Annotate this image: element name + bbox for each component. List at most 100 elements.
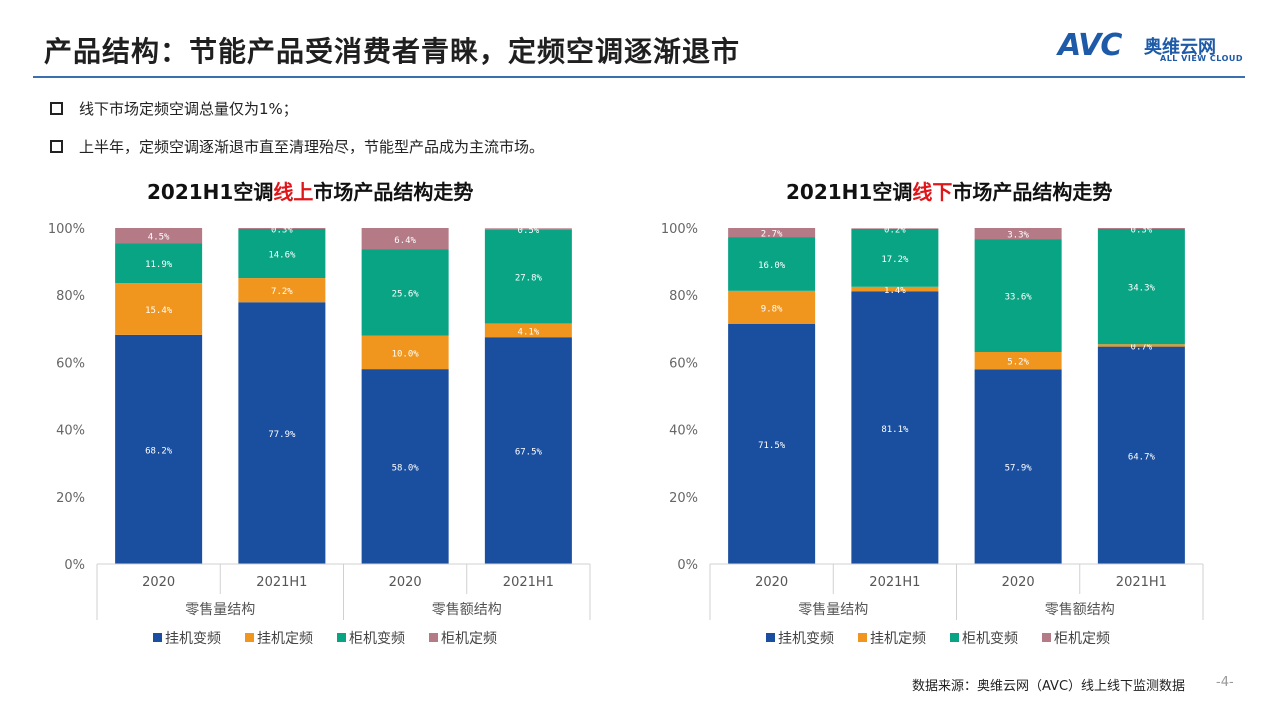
data-label: 71.5% xyxy=(758,441,786,451)
data-label: 6.4% xyxy=(394,236,416,246)
data-label: 67.5% xyxy=(515,448,543,458)
bar-segment xyxy=(851,229,939,287)
bar-segment xyxy=(238,278,326,303)
offline-structure-chart: 0% 20% 40% 60% 80% 100% 71.5% 9.8% 16.0% 2.7% 2020… xyxy=(661,222,1204,647)
legend-swatch xyxy=(337,633,346,642)
data-label: 5.2% xyxy=(1007,358,1029,368)
x-tick-label: 2020 xyxy=(1002,575,1035,590)
data-label: 17.2% xyxy=(881,255,909,265)
x-tick-label: 2021H1 xyxy=(869,575,920,590)
bar-segment xyxy=(238,229,326,279)
data-label: 15.4% xyxy=(145,306,173,316)
y-tick-label: 20% xyxy=(56,491,85,506)
data-label: 64.7% xyxy=(1128,452,1156,462)
brand-logo-en: ALL VIEW CLOUD xyxy=(1160,54,1244,63)
bullet-text: 上半年，定频空调逐渐退市直至清理殆尽，节能型产品成为主流市场。 xyxy=(79,138,545,156)
bar-segment xyxy=(728,237,816,291)
bar-segment xyxy=(115,334,203,564)
chart-title-part: 2021H1空调 xyxy=(786,180,913,204)
group-label: 零售量结构 xyxy=(185,602,255,618)
legend-swatch xyxy=(950,633,959,642)
data-label: 68.2% xyxy=(145,446,173,456)
data-label: 0.7% xyxy=(1131,342,1153,352)
data-label: 11.9% xyxy=(145,260,173,270)
page-number: -4- xyxy=(1216,675,1234,690)
group-label: 零售额结构 xyxy=(432,602,502,618)
bar-segment xyxy=(974,228,1062,240)
bar-segment xyxy=(728,290,816,324)
y-tick-label: 0% xyxy=(64,558,85,573)
y-tick-label: 60% xyxy=(56,356,85,371)
y-tick-label: 0% xyxy=(677,558,698,573)
group-label: 零售量结构 xyxy=(798,602,868,618)
bar-segment xyxy=(1097,229,1185,345)
y-tick-label: 60% xyxy=(669,356,698,371)
chart-title-part: 2021H1空调 xyxy=(147,180,274,204)
data-label: 27.8% xyxy=(515,274,543,284)
bar-segment xyxy=(115,283,203,335)
chart-title-part: 市场产品结构走势 xyxy=(952,180,1113,204)
bar-segment xyxy=(1097,344,1185,347)
bar-segment xyxy=(851,291,939,564)
y-tick-label: 20% xyxy=(669,491,698,506)
data-label: 2.7% xyxy=(761,230,783,240)
x-tick-label: 2020 xyxy=(755,575,788,590)
data-label: 0.3% xyxy=(271,226,293,236)
data-label: 1.4% xyxy=(884,286,906,296)
legend-swatch xyxy=(766,633,775,642)
data-label: 0.5% xyxy=(518,226,540,236)
page-title: 产品结构：节能产品受消费者青睐，定频空调逐渐退市 xyxy=(44,35,741,68)
bar-segment xyxy=(1097,228,1185,230)
legend-label: 柜机变频 xyxy=(349,631,405,647)
y-tick-label: 80% xyxy=(669,289,698,304)
data-label: 57.9% xyxy=(1005,464,1033,474)
y-tick-label: 100% xyxy=(48,222,85,237)
y-tick-label: 80% xyxy=(56,289,85,304)
x-tick-label: 2020 xyxy=(142,575,175,590)
data-source: 数据来源：奥维云网（AVC）线上线下监测数据 xyxy=(912,679,1186,694)
y-tick-label: 100% xyxy=(661,222,698,237)
y-tick-label: 40% xyxy=(56,424,85,439)
data-label: 10.0% xyxy=(392,349,420,359)
brand-logo-cn: 奥维云网 xyxy=(1144,37,1216,58)
bullet-text: 线下市场定频空调总量仅为1%； xyxy=(79,100,298,118)
data-label: 33.6% xyxy=(1005,293,1033,303)
bar-segment xyxy=(1097,346,1185,564)
data-label: 7.2% xyxy=(271,287,293,297)
bar-segment xyxy=(728,228,816,238)
data-label: 25.6% xyxy=(392,290,420,300)
bar-segment xyxy=(974,351,1062,370)
data-label: 77.9% xyxy=(268,430,296,440)
legend-label: 挂机定频 xyxy=(257,631,313,647)
chart-title-offline: 2021H1空调线下市场产品结构走势 xyxy=(786,176,1112,205)
title-divider xyxy=(33,76,1245,78)
chart-title-highlight: 线上 xyxy=(273,180,314,204)
bar-segment xyxy=(361,369,449,564)
bar-segment xyxy=(238,228,326,230)
chart-title-highlight: 线下 xyxy=(912,180,953,204)
bar-segment xyxy=(361,228,449,250)
legend-label: 柜机变频 xyxy=(962,631,1018,647)
bar-segment xyxy=(238,302,326,564)
group-label: 零售额结构 xyxy=(1045,602,1115,618)
data-label: 4.1% xyxy=(518,327,540,337)
data-label: 14.6% xyxy=(268,251,296,261)
bar-segment xyxy=(974,239,1062,352)
legend-swatch xyxy=(245,633,254,642)
bullet-item: 上半年，定频空调逐渐退市直至清理殆尽，节能型产品成为主流市场。 xyxy=(50,136,544,157)
legend-label: 柜机定频 xyxy=(441,631,497,647)
checkbox-square-icon xyxy=(50,102,63,115)
x-tick-label: 2021H1 xyxy=(256,575,307,590)
data-label: 9.8% xyxy=(761,304,783,314)
legend-label: 柜机定频 xyxy=(1054,631,1110,647)
data-label: 16.0% xyxy=(758,261,786,271)
bar-segment xyxy=(361,249,449,336)
legend-label: 挂机变频 xyxy=(165,631,221,647)
bar-segment xyxy=(484,228,572,231)
data-label: 58.0% xyxy=(392,464,420,474)
data-label: 3.3% xyxy=(1007,231,1029,241)
bar-segment xyxy=(851,286,939,292)
bullet-item: 线下市场定频空调总量仅为1%； xyxy=(50,98,298,119)
data-label: 34.3% xyxy=(1128,284,1156,294)
bar-segment xyxy=(361,335,449,370)
